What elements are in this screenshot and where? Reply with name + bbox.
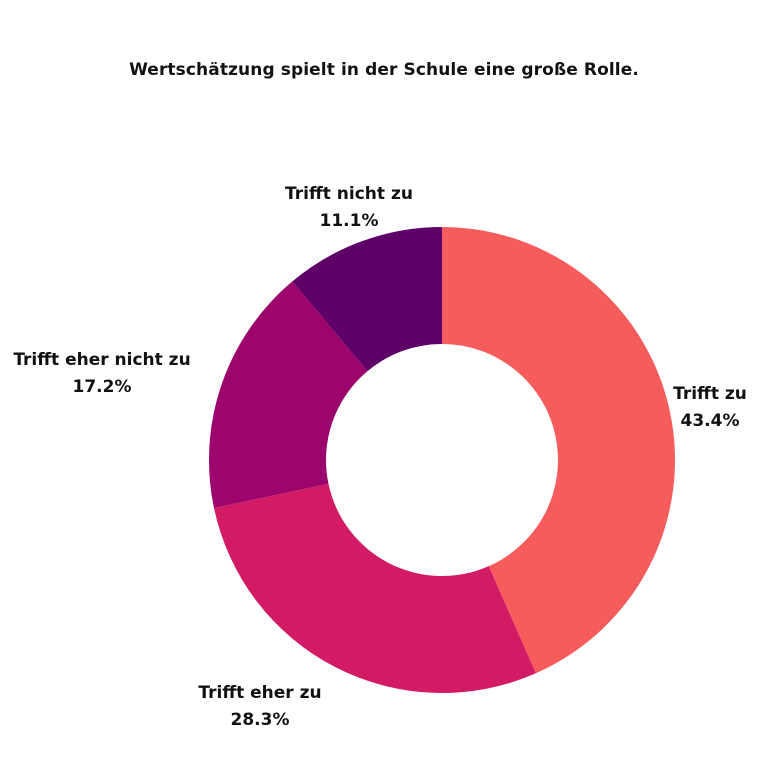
donut-slice (209, 281, 368, 508)
slice-label: Trifft eher nicht zu (13, 350, 190, 370)
slice-value-label: 11.1% (320, 211, 379, 231)
slice-value-label: 28.3% (231, 710, 290, 730)
chart-title: Wertschätzung spielt in der Schule eine … (129, 60, 639, 80)
donut-slice (442, 227, 676, 674)
donut-slice (292, 226, 442, 372)
donut-slices (209, 226, 676, 693)
donut-labels: Trifft zu 43.4% Trifft eher zu 28.3% Trifft … (13, 184, 747, 730)
donut-slice (213, 483, 536, 693)
slice-label: Trifft zu (673, 384, 747, 404)
slice-label: Trifft eher zu (198, 683, 321, 703)
slice-label: Trifft nicht zu (285, 184, 413, 204)
slice-value-label: 17.2% (73, 377, 132, 397)
slice-value-label: 43.4% (681, 411, 740, 431)
